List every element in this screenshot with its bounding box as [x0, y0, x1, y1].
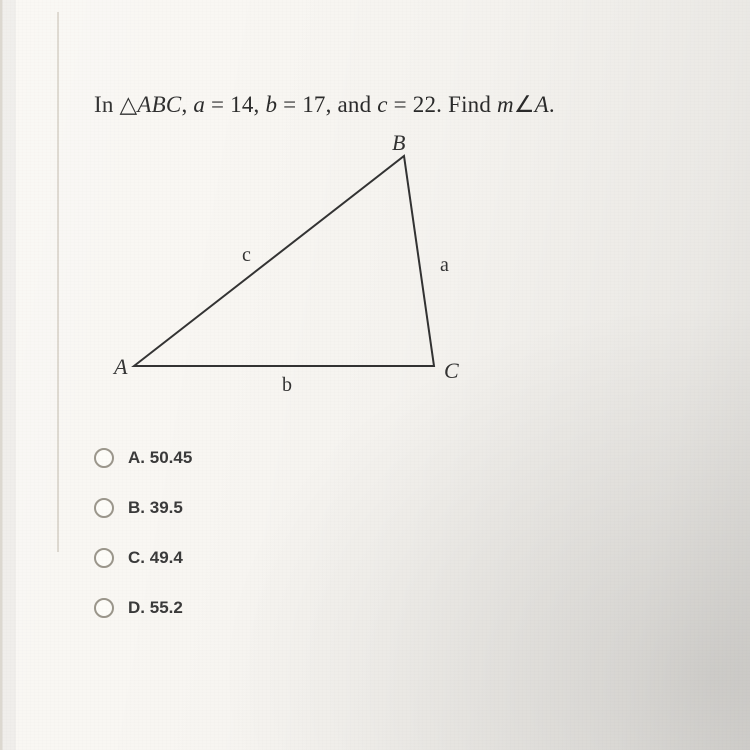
- triangle-diagram: A B C a b c: [114, 136, 494, 406]
- question-text: In △ABC, a = 14, b = 17, and c = 22. Fin…: [94, 92, 720, 118]
- triangle-shape: [134, 156, 434, 366]
- option-label: D. 55.2: [128, 598, 183, 618]
- angle-symbol: ∠: [514, 92, 535, 117]
- side-label-b: b: [282, 374, 292, 397]
- option-letter: B.: [128, 498, 145, 517]
- option-B[interactable]: B. 39.5: [94, 498, 720, 518]
- var-b: b: [265, 92, 277, 117]
- vertex-label-A: A: [114, 354, 127, 380]
- option-value: 50.45: [150, 448, 193, 467]
- option-letter: C.: [128, 548, 145, 567]
- radio-icon[interactable]: [94, 498, 114, 518]
- q-comma1: ,: [181, 92, 193, 117]
- triangle-name: ABC: [137, 92, 181, 117]
- option-value: 49.4: [150, 548, 183, 567]
- content-area: In △ABC, a = 14, b = 17, and c = 22. Fin…: [94, 92, 720, 648]
- option-label: C. 49.4: [128, 548, 183, 568]
- var-a: a: [193, 92, 205, 117]
- option-label: A. 50.45: [128, 448, 192, 468]
- vertex-label-B: B: [392, 130, 405, 156]
- eq-a: = 14,: [205, 92, 265, 117]
- option-value: 55.2: [150, 598, 183, 617]
- scan-artifact-line: [57, 12, 59, 552]
- side-label-a: a: [440, 254, 449, 277]
- find-m: m: [497, 92, 514, 117]
- q-prefix: In: [94, 92, 120, 117]
- option-value: 39.5: [150, 498, 183, 517]
- find-A: A: [535, 92, 549, 117]
- vertex-label-C: C: [444, 358, 459, 384]
- option-label: B. 39.5: [128, 498, 183, 518]
- triangle-symbol: △: [120, 92, 138, 117]
- answer-options: A. 50.45 B. 39.5 C. 49.4: [94, 448, 720, 618]
- radio-icon[interactable]: [94, 448, 114, 468]
- q-period: .: [549, 92, 555, 117]
- option-letter: D.: [128, 598, 145, 617]
- eq-c: = 22. Find: [388, 92, 497, 117]
- worksheet-page: In △ABC, a = 14, b = 17, and c = 22. Fin…: [0, 0, 750, 750]
- option-C[interactable]: C. 49.4: [94, 548, 720, 568]
- triangle-svg: [114, 136, 494, 406]
- radio-icon[interactable]: [94, 548, 114, 568]
- option-D[interactable]: D. 55.2: [94, 598, 720, 618]
- page-edge: [2, 0, 16, 750]
- side-label-c: c: [242, 244, 251, 267]
- eq-b: = 17, and: [277, 92, 377, 117]
- radio-icon[interactable]: [94, 598, 114, 618]
- option-A[interactable]: A. 50.45: [94, 448, 720, 468]
- var-c: c: [377, 92, 387, 117]
- option-letter: A.: [128, 448, 145, 467]
